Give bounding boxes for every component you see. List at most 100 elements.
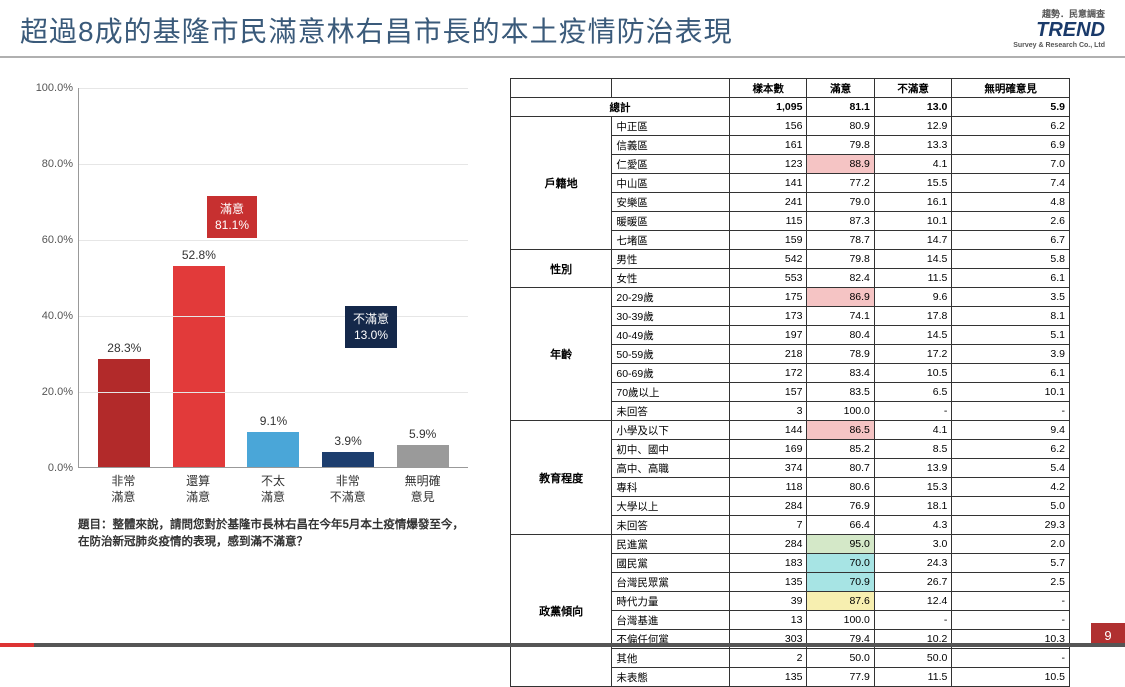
cell: 123 <box>729 155 806 174</box>
logo-text: TREND <box>1036 19 1105 41</box>
cell: 2 <box>729 649 806 668</box>
group-label: 教育程度 <box>511 421 612 535</box>
cell: 11.5 <box>874 269 951 288</box>
cell: 135 <box>729 668 806 687</box>
cell: 16.1 <box>874 193 951 212</box>
cell: 80.6 <box>807 478 874 497</box>
crosstab-table: 樣本數滿意不滿意無明確意見總計1,09581.113.05.9戶籍地中正區156… <box>510 68 1115 687</box>
row-label: 時代力量 <box>612 592 730 611</box>
cell: 173 <box>729 307 806 326</box>
y-tick-label: 20.0% <box>27 386 73 398</box>
bar-column: 52.8% <box>172 248 226 467</box>
cell: 10.5 <box>952 668 1070 687</box>
row-label: 60-69歲 <box>612 364 730 383</box>
group-label: 性別 <box>511 250 612 288</box>
cell: 4.1 <box>874 421 951 440</box>
cell: 3 <box>729 402 806 421</box>
cell: 218 <box>729 345 806 364</box>
cell: 4.8 <box>952 193 1070 212</box>
cell: 6.7 <box>952 231 1070 250</box>
y-tick-label: 60.0% <box>27 234 73 246</box>
cell: 15.5 <box>874 174 951 193</box>
cell: 76.9 <box>807 497 874 516</box>
cell: 88.9 <box>807 155 874 174</box>
x-tick-label: 無明確意見 <box>396 474 450 505</box>
cell: 135 <box>729 573 806 592</box>
cell: 141 <box>729 174 806 193</box>
slide-title: 超過8成的基隆市民滿意林右昌市長的本土疫情防治表現 <box>20 10 733 50</box>
cell: 7.4 <box>952 174 1070 193</box>
row-label: 高中、高職 <box>612 459 730 478</box>
column-header: 無明確意見 <box>952 79 1070 98</box>
y-tick-label: 100.0% <box>27 82 73 94</box>
cell: 79.8 <box>807 250 874 269</box>
cell: 7 <box>729 516 806 535</box>
header: 超過8成的基隆市民滿意林右昌市長的本土疫情防治表現 趨勢．民意調查 TREND … <box>0 0 1125 58</box>
cell: 81.1 <box>807 98 874 117</box>
cell: 9.6 <box>874 288 951 307</box>
cell: 15.3 <box>874 478 951 497</box>
bar-column: 28.3% <box>97 341 151 467</box>
bar <box>98 359 150 467</box>
cell: 5.4 <box>952 459 1070 478</box>
cell: 83.5 <box>807 383 874 402</box>
y-tick-label: 0.0% <box>27 462 73 474</box>
row-label: 中正區 <box>612 117 730 136</box>
cell: 11.5 <box>874 668 951 687</box>
cell: 18.1 <box>874 497 951 516</box>
video-progress-bar[interactable] <box>0 643 1125 647</box>
cell: 161 <box>729 136 806 155</box>
cell: 80.4 <box>807 326 874 345</box>
cell: 3.0 <box>874 535 951 554</box>
cell: 542 <box>729 250 806 269</box>
cell: 50.0 <box>874 649 951 668</box>
row-label: 專科 <box>612 478 730 497</box>
cell: 83.4 <box>807 364 874 383</box>
row-label: 七堵區 <box>612 231 730 250</box>
row-label: 未表態 <box>612 668 730 687</box>
cell: 82.4 <box>807 269 874 288</box>
logo-overline: 趨勢．民意調查 <box>1013 10 1105 19</box>
cell: 241 <box>729 193 806 212</box>
survey-question: 題目：整體來說，請問您對於基隆市長林右昌在今年5月本土疫情爆發至今，在防治新冠肺… <box>78 517 468 552</box>
cell: 5.7 <box>952 554 1070 573</box>
gridline <box>79 164 468 165</box>
row-label: 未回答 <box>612 402 730 421</box>
gridline <box>79 316 468 317</box>
cell: 169 <box>729 440 806 459</box>
cell: 78.9 <box>807 345 874 364</box>
cell: 87.3 <box>807 212 874 231</box>
row-label: 小學及以下 <box>612 421 730 440</box>
cell: 4.2 <box>952 478 1070 497</box>
cell: 14.5 <box>874 250 951 269</box>
chart-plot-area: 28.3%52.8%9.1%3.9%5.9% 0.0%20.0%40.0%60.… <box>78 88 468 468</box>
cell: - <box>952 592 1070 611</box>
video-progress-fill <box>0 643 34 647</box>
column-header: 不滿意 <box>874 79 951 98</box>
bar-value-label: 9.1% <box>260 414 287 428</box>
cell: 2.5 <box>952 573 1070 592</box>
group-label: 年齡 <box>511 288 612 421</box>
cell: 4.1 <box>874 155 951 174</box>
row-label: 大學以上 <box>612 497 730 516</box>
row-label: 台灣民眾黨 <box>612 573 730 592</box>
column-header: 滿意 <box>807 79 874 98</box>
cell: 17.2 <box>874 345 951 364</box>
cell: 17.8 <box>874 307 951 326</box>
cell: 284 <box>729 535 806 554</box>
row-label: 安樂區 <box>612 193 730 212</box>
row-label: 未回答 <box>612 516 730 535</box>
cell: 553 <box>729 269 806 288</box>
cell: 10.1 <box>874 212 951 231</box>
cell: 118 <box>729 478 806 497</box>
bar-column: 3.9% <box>321 434 375 467</box>
cell: 197 <box>729 326 806 345</box>
cell: 70.0 <box>807 554 874 573</box>
row-label: 國民黨 <box>612 554 730 573</box>
cell: 9.4 <box>952 421 1070 440</box>
gridline <box>79 240 468 241</box>
cell: 156 <box>729 117 806 136</box>
cell: 144 <box>729 421 806 440</box>
cell: 79.0 <box>807 193 874 212</box>
bar-value-label: 3.9% <box>334 434 361 448</box>
